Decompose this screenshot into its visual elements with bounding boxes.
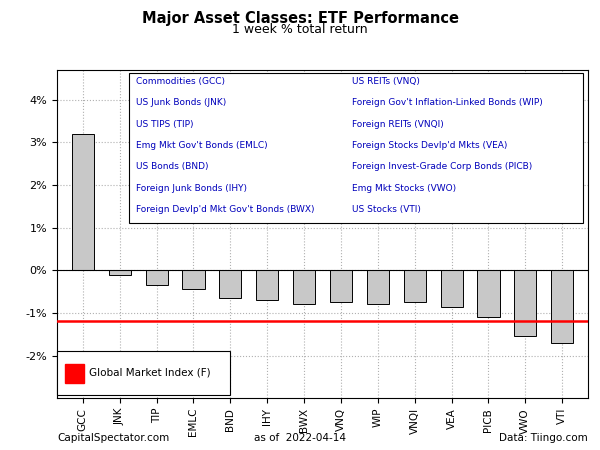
Text: Foreign Devlp'd Mkt Gov't Bonds (BWX): Foreign Devlp'd Mkt Gov't Bonds (BWX) [136, 205, 314, 214]
Bar [65, 364, 83, 383]
Bar [293, 270, 315, 304]
Text: Commodities (GCC): Commodities (GCC) [136, 77, 224, 86]
Bar [551, 270, 573, 343]
Text: Data: Tiingo.com: Data: Tiingo.com [499, 433, 588, 443]
Text: US Bonds (BND): US Bonds (BND) [136, 162, 208, 171]
Text: US Junk Bonds (JNK): US Junk Bonds (JNK) [136, 99, 226, 108]
Text: Emg Mkt Stocks (VWO): Emg Mkt Stocks (VWO) [352, 184, 456, 193]
Text: Emg Mkt Gov't Bonds (EMLC): Emg Mkt Gov't Bonds (EMLC) [136, 141, 267, 150]
Text: Foreign Gov't Inflation-Linked Bonds (WIP): Foreign Gov't Inflation-Linked Bonds (WI… [352, 99, 542, 108]
Bar [404, 270, 426, 302]
Text: US TIPS (TIP): US TIPS (TIP) [136, 120, 193, 129]
Text: Global Market Index (F): Global Market Index (F) [89, 368, 211, 378]
Text: Major Asset Classes: ETF Performance: Major Asset Classes: ETF Performance [142, 11, 458, 26]
Bar [440, 270, 463, 306]
Bar [330, 270, 352, 302]
Text: 1 week % total return: 1 week % total return [232, 23, 368, 36]
Bar [478, 270, 499, 317]
Bar [219, 270, 241, 298]
Bar [367, 270, 389, 304]
Bar [146, 270, 167, 285]
FancyBboxPatch shape [128, 73, 583, 222]
Text: as of  2022-04-14: as of 2022-04-14 [254, 433, 346, 443]
Text: US REITs (VNQ): US REITs (VNQ) [352, 77, 419, 86]
Bar [182, 270, 205, 289]
Text: Foreign REITs (VNQI): Foreign REITs (VNQI) [352, 120, 443, 129]
Bar [256, 270, 278, 300]
Bar [72, 134, 94, 270]
Text: Foreign Junk Bonds (IHY): Foreign Junk Bonds (IHY) [136, 184, 247, 193]
Bar [109, 270, 131, 274]
FancyBboxPatch shape [57, 351, 230, 395]
Text: Foreign Invest-Grade Corp Bonds (PICB): Foreign Invest-Grade Corp Bonds (PICB) [352, 162, 532, 171]
Bar [514, 270, 536, 337]
Text: US Stocks (VTI): US Stocks (VTI) [352, 205, 421, 214]
Text: Foreign Stocks Devlp'd Mkts (VEA): Foreign Stocks Devlp'd Mkts (VEA) [352, 141, 507, 150]
Text: CapitalSpectator.com: CapitalSpectator.com [57, 433, 169, 443]
